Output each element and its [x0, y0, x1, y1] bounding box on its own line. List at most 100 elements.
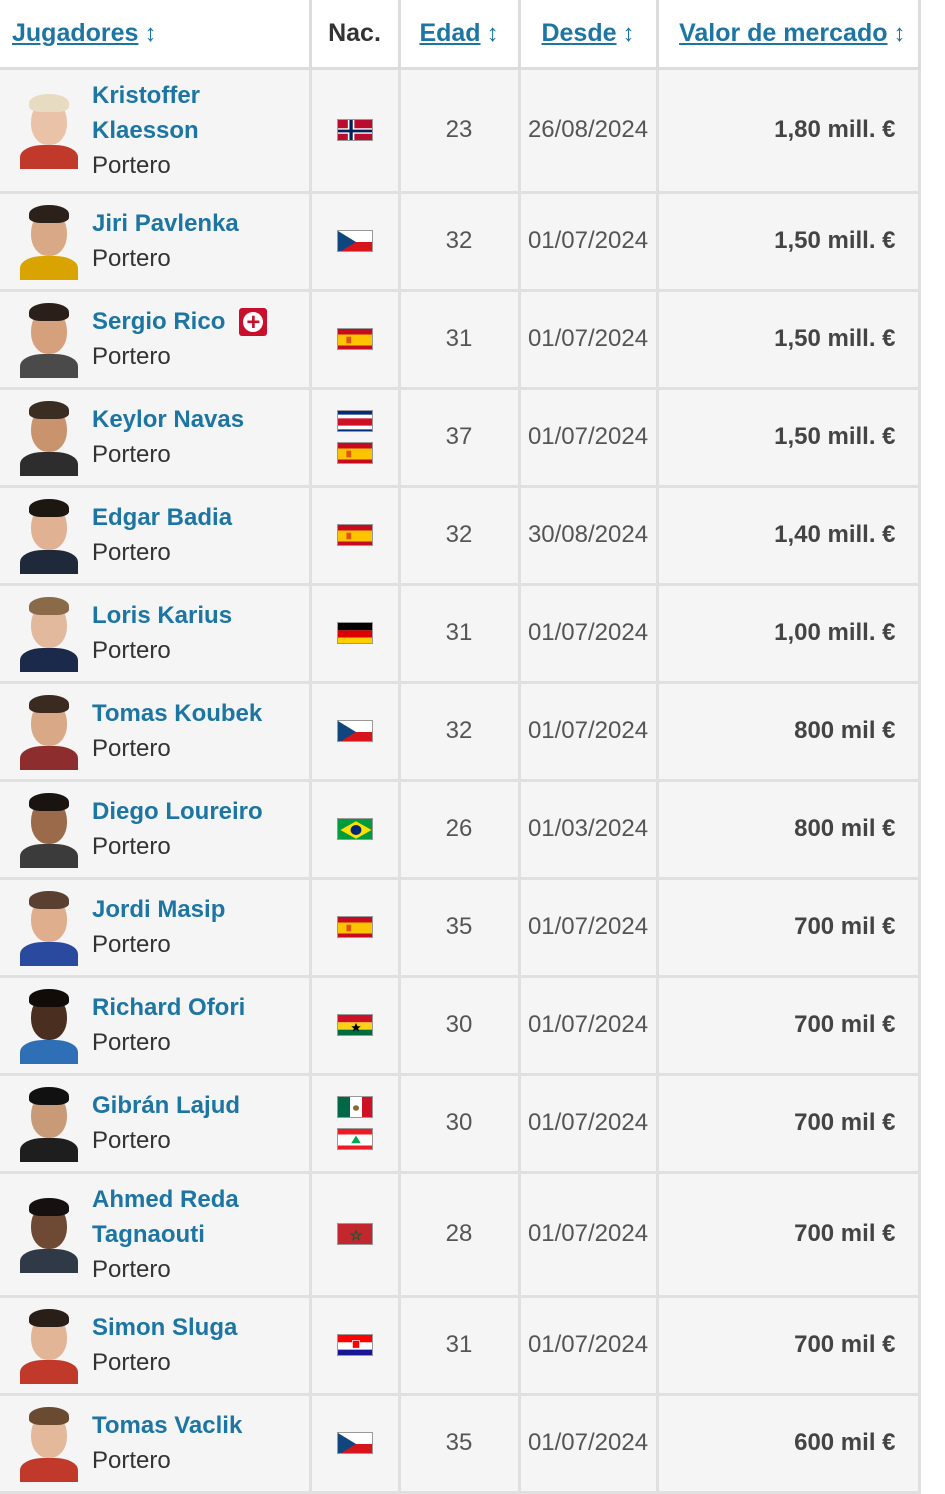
- player-position: Portero: [92, 1349, 171, 1376]
- player-name-link[interactable]: Loris Karius: [92, 602, 233, 629]
- player-photo[interactable]: [18, 594, 80, 672]
- player-name-link[interactable]: Sergio Rico: [92, 308, 226, 335]
- table-body: Kristoffer Klaesson Portero 23 26/08/202…: [0, 68, 921, 1494]
- player-photo[interactable]: [18, 496, 80, 574]
- column-header-market-value[interactable]: Valor de mercado ↕: [657, 0, 921, 70]
- player-name-link[interactable]: Simon Sluga: [92, 1314, 238, 1341]
- since-cell: 01/07/2024: [519, 1172, 659, 1298]
- player-name-link[interactable]: Gibrán Lajud: [92, 1092, 241, 1119]
- player-position: Portero: [92, 1447, 171, 1474]
- column-header-age-label: Edad: [419, 18, 481, 47]
- nationality-cell: [310, 878, 401, 978]
- nationality-cell: [310, 1172, 401, 1298]
- column-header-age[interactable]: Edad ↕: [399, 0, 521, 70]
- age-cell: 35: [399, 1394, 521, 1494]
- table-row: Richard Ofori Portero 30 01/07/2024 700 …: [0, 976, 921, 1076]
- player-photo[interactable]: [18, 398, 80, 476]
- player-photo[interactable]: [18, 1404, 80, 1482]
- player-cell: Gibrán Lajud Portero: [0, 1074, 312, 1174]
- nationality-cell: [310, 1296, 401, 1396]
- flag-spain-icon: [336, 328, 373, 350]
- flag-costarica-icon: [336, 410, 373, 432]
- age-cell: 31: [399, 584, 521, 684]
- player-position: Portero: [92, 343, 171, 370]
- age-cell: 23: [399, 68, 521, 194]
- since-cell: 30/08/2024: [519, 486, 659, 586]
- nationality-cell: [310, 584, 401, 684]
- flag-spain-icon: [336, 442, 373, 464]
- table-row: Sergio Rico Portero 31 01/07/2024 1,50 m…: [0, 290, 921, 390]
- player-cell: Diego Loureiro Portero: [0, 780, 312, 880]
- market-value-cell: 700 mil €: [657, 976, 921, 1076]
- market-value-cell: 1,40 mill. €: [657, 486, 921, 586]
- market-value-cell: 1,00 mill. €: [657, 584, 921, 684]
- table-row: Kristoffer Klaesson Portero 23 26/08/202…: [0, 68, 921, 194]
- player-name-link[interactable]: Richard Ofori: [92, 994, 246, 1021]
- nationality-cell: [310, 290, 401, 390]
- table-row: Ahmed Reda Tagnaouti Portero 28 01/07/20…: [0, 1172, 921, 1298]
- market-value-cell: 700 mil €: [657, 1074, 921, 1174]
- player-photo[interactable]: [18, 202, 80, 280]
- player-photo[interactable]: [18, 1195, 80, 1273]
- player-position: Portero: [92, 1255, 171, 1283]
- player-photo[interactable]: [18, 888, 80, 966]
- nationality-cell: [310, 192, 401, 292]
- flag-germany-icon: [336, 622, 373, 644]
- player-photo[interactable]: [18, 692, 80, 770]
- player-photo[interactable]: [18, 91, 80, 169]
- since-cell: 01/07/2024: [519, 584, 659, 684]
- age-cell: 28: [399, 1172, 521, 1298]
- nationality-cell: [310, 1394, 401, 1494]
- player-name-link[interactable]: Jiri Pavlenka: [92, 210, 239, 237]
- player-position: Portero: [92, 245, 171, 272]
- since-cell: 01/07/2024: [519, 290, 659, 390]
- column-header-since[interactable]: Desde ↕: [519, 0, 659, 70]
- since-cell: 01/07/2024: [519, 976, 659, 1076]
- age-cell: 30: [399, 976, 521, 1076]
- age-cell: 26: [399, 780, 521, 880]
- player-cell: Kristoffer Klaesson Portero: [0, 68, 312, 194]
- player-photo[interactable]: [18, 986, 80, 1064]
- column-header-players[interactable]: Jugadores ↕: [0, 0, 312, 70]
- player-photo[interactable]: [18, 1306, 80, 1384]
- age-cell: 32: [399, 682, 521, 782]
- market-value-cell: 800 mil €: [657, 780, 921, 880]
- column-header-nationality-label: Nac.: [328, 18, 381, 47]
- table-row: Keylor Navas Portero 37 01/07/2024 1,50 …: [0, 388, 921, 488]
- player-name-link[interactable]: Ahmed Reda Tagnaouti: [92, 1185, 239, 1248]
- player-photo[interactable]: [18, 1084, 80, 1162]
- player-cell: Keylor Navas Portero: [0, 388, 312, 488]
- market-value-cell: 700 mil €: [657, 1172, 921, 1298]
- market-value-cell: 600 mil €: [657, 1394, 921, 1494]
- market-value-cell: 700 mil €: [657, 878, 921, 978]
- market-value-cell: 700 mil €: [657, 1296, 921, 1396]
- nationality-cell: [310, 1074, 401, 1174]
- table-row: Gibrán Lajud Portero 30 01/07/2024 700 m…: [0, 1074, 921, 1174]
- player-name-link[interactable]: Edgar Badia: [92, 504, 233, 531]
- player-name-link[interactable]: Kristoffer Klaesson: [92, 81, 201, 144]
- player-name-link[interactable]: Jordi Masip: [92, 896, 226, 923]
- player-position: Portero: [92, 1127, 171, 1154]
- player-photo[interactable]: [18, 300, 80, 378]
- player-name-link[interactable]: Keylor Navas: [92, 406, 245, 433]
- player-name-link[interactable]: Tomas Koubek: [92, 700, 263, 727]
- table-row: Tomas Vaclik Portero 35 01/07/2024 600 m…: [0, 1394, 921, 1494]
- player-photo[interactable]: [18, 790, 80, 868]
- market-value-cell: 1,80 mill. €: [657, 68, 921, 194]
- market-value-cell: 1,50 mill. €: [657, 192, 921, 292]
- flag-spain-icon: [336, 916, 373, 938]
- market-value-cell: 800 mil €: [657, 682, 921, 782]
- age-cell: 35: [399, 878, 521, 978]
- player-name-link[interactable]: Diego Loureiro: [92, 798, 263, 825]
- nationality-cell: [310, 68, 401, 194]
- column-header-since-label: Desde: [541, 18, 617, 47]
- player-cell: Jordi Masip Portero: [0, 878, 312, 978]
- sort-arrows-icon: ↕: [893, 19, 906, 47]
- player-position: Portero: [92, 735, 171, 762]
- injury-icon[interactable]: [239, 305, 268, 340]
- table-row: Tomas Koubek Portero 32 01/07/2024 800 m…: [0, 682, 921, 782]
- nationality-cell: [310, 976, 401, 1076]
- player-name-link[interactable]: Tomas Vaclik: [92, 1412, 243, 1439]
- player-cell: Ahmed Reda Tagnaouti Portero: [0, 1172, 312, 1298]
- table-row: Jiri Pavlenka Portero 32 01/07/2024 1,50…: [0, 192, 921, 292]
